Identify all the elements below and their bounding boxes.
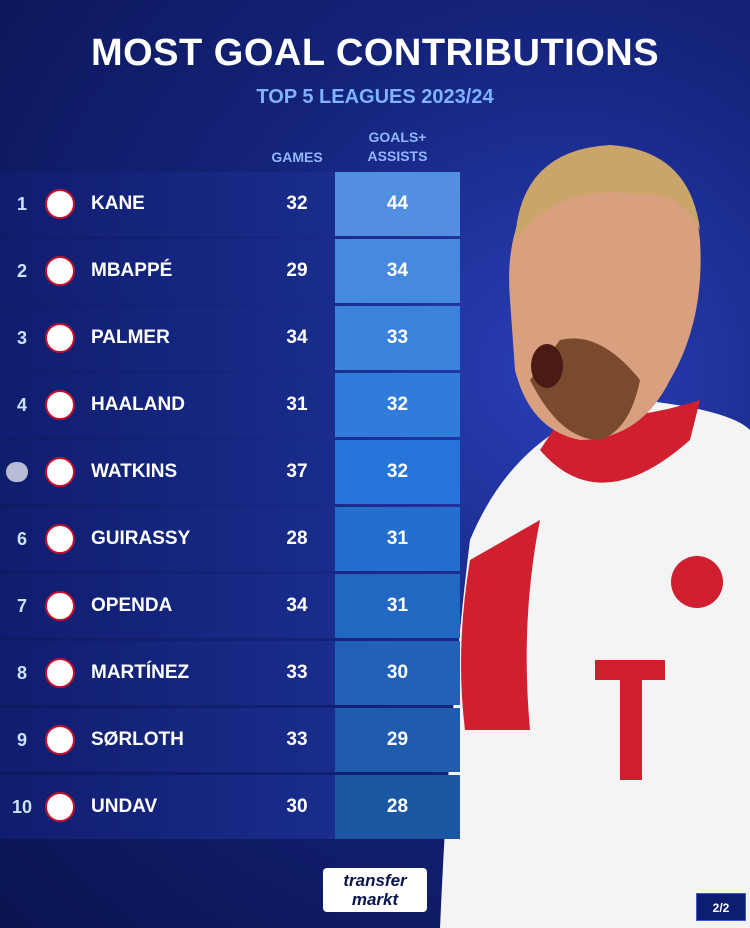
rank: 10 bbox=[11, 797, 33, 817]
club-logo bbox=[45, 591, 75, 621]
back-arrow bbox=[6, 462, 28, 482]
rank: 3 bbox=[16, 328, 27, 348]
player-name: SØRLOTH bbox=[91, 729, 184, 750]
goals-assists: 31 bbox=[386, 595, 409, 616]
club-logo bbox=[45, 792, 75, 822]
highlight-cell bbox=[335, 507, 460, 571]
rank: 9 bbox=[16, 730, 27, 750]
table-row: 3 PALMER 34 33 bbox=[0, 306, 460, 370]
player-name: HAALAND bbox=[91, 394, 185, 415]
games: 28 bbox=[286, 528, 308, 549]
table-row: WATKINS 37 32 bbox=[0, 440, 460, 504]
highlight-cell bbox=[335, 239, 460, 303]
games: 34 bbox=[286, 327, 308, 348]
highlight-cell bbox=[335, 641, 460, 705]
player-name: OPENDA bbox=[91, 595, 173, 616]
highlight-cell bbox=[335, 708, 460, 772]
subtitle: TOP 5 LEAGUES 2023/24 bbox=[256, 86, 494, 108]
brand-line: markt bbox=[351, 890, 399, 909]
club-logo bbox=[45, 457, 75, 487]
player-name: UNDAV bbox=[91, 796, 158, 817]
page-indicator: 2/2 bbox=[696, 893, 746, 921]
club-logo bbox=[45, 725, 75, 755]
highlight-cell bbox=[335, 775, 460, 839]
club-logo bbox=[45, 256, 75, 286]
table-row: 8 MARTÍNEZ 33 30 bbox=[0, 641, 460, 705]
rank: 8 bbox=[16, 663, 27, 683]
player-name: WATKINS bbox=[91, 461, 178, 482]
highlight-cell bbox=[335, 172, 460, 236]
club-logo bbox=[45, 390, 75, 420]
games: 30 bbox=[286, 796, 308, 817]
games: 33 bbox=[286, 662, 308, 683]
player-name: PALMER bbox=[91, 327, 170, 348]
rank: 4 bbox=[16, 395, 27, 415]
player-name: MBAPPÉ bbox=[91, 260, 173, 281]
table-row: 2 MBAPPÉ 29 34 bbox=[0, 239, 460, 303]
highlight-cell bbox=[335, 574, 460, 638]
column-header: GAMES bbox=[271, 149, 323, 165]
table-row: 6 GUIRASSY 28 31 bbox=[0, 507, 460, 571]
games: 34 bbox=[286, 595, 308, 616]
player-name: MARTÍNEZ bbox=[91, 662, 190, 683]
player-name: GUIRASSY bbox=[91, 528, 191, 549]
column-header: GOALS+ ASSISTS bbox=[335, 128, 460, 166]
highlight-cell bbox=[335, 440, 460, 504]
goals-assists: 32 bbox=[386, 394, 409, 415]
games: 29 bbox=[286, 260, 308, 281]
table-row: 4 HAALAND 31 32 bbox=[0, 373, 460, 437]
player-name: KANE bbox=[91, 193, 145, 214]
games: 31 bbox=[286, 394, 308, 415]
column-header-line: GOALS+ bbox=[368, 129, 427, 145]
goals-assists: 34 bbox=[386, 260, 409, 281]
brand-line: transfer bbox=[343, 871, 407, 890]
goals-assists: 31 bbox=[386, 528, 409, 549]
column-header-line: ASSISTS bbox=[367, 148, 428, 164]
table-row: 9 SØRLOTH 33 29 bbox=[0, 708, 460, 772]
brand-logo: transfer markt bbox=[323, 868, 427, 912]
highlight-cell bbox=[335, 306, 460, 370]
club-logo bbox=[45, 524, 75, 554]
table-row: 7 OPENDA 34 31 bbox=[0, 574, 460, 638]
table-row: 1 KANE 32 44 bbox=[0, 172, 460, 236]
goals-assists: 44 bbox=[386, 193, 409, 214]
highlight-cell bbox=[335, 373, 460, 437]
table-row: 10 UNDAV 30 28 bbox=[0, 775, 460, 839]
goals-assists: 33 bbox=[386, 327, 409, 348]
title: MOST GOAL CONTRIBUTIONS bbox=[90, 32, 660, 74]
club-logo bbox=[45, 189, 75, 219]
games: 37 bbox=[286, 461, 308, 482]
club-logo bbox=[45, 323, 75, 353]
goals-assists: 29 bbox=[386, 729, 409, 750]
games: 33 bbox=[286, 729, 308, 750]
goals-assists: 28 bbox=[386, 796, 409, 817]
games: 32 bbox=[286, 193, 308, 214]
goals-assists: 30 bbox=[386, 662, 409, 683]
rank: 1 bbox=[16, 194, 27, 214]
goals-assists: 32 bbox=[386, 461, 409, 482]
rank: 6 bbox=[16, 529, 27, 549]
rank: 7 bbox=[16, 596, 27, 616]
club-logo bbox=[45, 658, 75, 688]
rank: 2 bbox=[16, 261, 27, 281]
